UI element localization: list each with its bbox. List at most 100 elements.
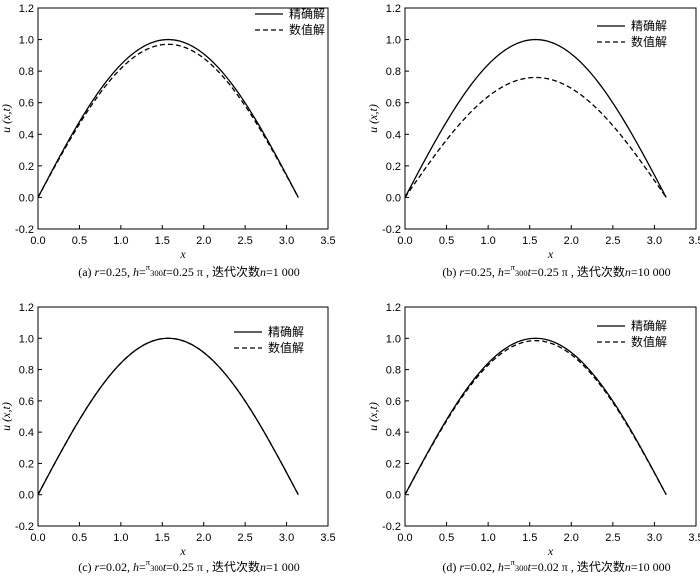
y-tick-label: 1.2 [19, 3, 34, 15]
series-line-numerical [37, 43, 299, 198]
x-axis-label: x [179, 544, 186, 558]
y-tick-label: 0.0 [386, 490, 401, 502]
caption-t-sym: t [163, 265, 167, 279]
y-tick-label: 1.2 [386, 3, 401, 15]
legend-label: 数值解 [631, 34, 667, 49]
caption-label: (b) [442, 265, 459, 279]
x-tick-label: 1.0 [480, 235, 495, 247]
x-tick-label: 0.0 [397, 235, 412, 247]
caption-n-sym: n [625, 560, 631, 574]
x-tick-label: 3.5 [688, 235, 700, 247]
legend-label: 数值解 [631, 334, 667, 349]
y-tick-label: -0.2 [382, 224, 401, 236]
caption-h-sym: h [498, 560, 504, 574]
y-tick-label: 0.0 [19, 192, 34, 204]
caption-h-den: 300 [515, 268, 528, 278]
y-tick-label: -0.2 [382, 521, 401, 533]
x-tick-label: 3.0 [279, 532, 294, 544]
chart-d: 0.00.51.01.52.02.53.03.5-0.20.00.20.40.6… [366, 302, 700, 574]
series-line-numerical [404, 76, 667, 198]
caption-t-sym: t [528, 560, 532, 574]
caption-n-val: =1 000 [266, 265, 300, 279]
caption-h-sym: h [133, 265, 139, 279]
caption-t-val: =0.02 π , [531, 560, 577, 574]
caption-label: (a) [78, 265, 94, 279]
caption-r-sym: r [95, 265, 100, 279]
legend-label: 精确解 [631, 319, 667, 333]
y-tick-label: 0.6 [19, 396, 34, 408]
legend-label: 精确解 [289, 7, 325, 21]
x-axis-label: x [547, 247, 554, 261]
legend-label: 数值解 [289, 22, 325, 37]
caption-h-den: 300 [150, 268, 163, 278]
caption-r-sym: r [459, 265, 464, 279]
plot-frame [37, 306, 329, 527]
caption-n-val: =1 000 [266, 560, 300, 574]
y-tick-label: 0.8 [386, 66, 401, 78]
plot-frame [37, 7, 329, 230]
x-tick-label: 3.0 [647, 532, 662, 544]
caption-r-sym: r [95, 560, 100, 574]
y-tick-label: 0.6 [19, 98, 34, 110]
y-tick-label: 0.0 [19, 490, 34, 502]
caption-r-val: =0.02, [464, 560, 498, 574]
chart-c: 0.0 0.5 1.0 1.5 2.0 2.5 3.0 3.5-0.20.00.20.40.6… [0, 302, 336, 574]
caption-h-num: π [146, 262, 151, 272]
caption-iter-label: 迭代次数 [212, 559, 260, 574]
caption-h-eq: = [504, 560, 511, 574]
y-axis-label: u (x,t) [366, 104, 380, 133]
series-line-exact [37, 38, 299, 198]
x-tick-label: 1.5 [522, 532, 537, 544]
caption-n-val: =10 000 [631, 265, 671, 279]
x-tick-label: 0.5 [439, 235, 454, 247]
x-tick-label: 1.5 [522, 235, 537, 247]
legend-label: 精确解 [268, 325, 304, 339]
y-tick-label: 0.2 [386, 458, 401, 470]
y-tick-label: -0.2 [15, 521, 34, 533]
chart-a: 0.0 0.5 1.0 1.5 2.0 2.5 3.0 3.5-0.20.00.20.40.6… [0, 3, 336, 279]
y-tick-label: 1.2 [386, 302, 401, 314]
subplot-caption: (d) r=0.02, h=π300t=0.02 π , 迭代次数n=10 00… [442, 557, 670, 574]
caption-r-sym: r [459, 560, 464, 574]
caption-h-num: π [511, 557, 516, 567]
series-line-exact [404, 337, 667, 496]
y-tick-label: 1.0 [19, 333, 34, 345]
y-tick-label: 0.8 [19, 365, 34, 377]
caption-r-val: =0.02, [99, 560, 133, 574]
x-tick-label: 0.5 [72, 532, 87, 544]
x-tick-label: 1.0 [480, 532, 495, 544]
caption-n-sym: n [625, 265, 631, 279]
y-tick-label: 1.2 [19, 302, 34, 314]
x-tick-label: 2.0 [564, 235, 579, 247]
caption-label: (d) [442, 560, 459, 574]
caption-n-sym: n [260, 560, 266, 574]
y-tick-label: 0.2 [19, 161, 34, 173]
y-tick-label: -0.2 [15, 224, 34, 236]
y-tick-label: 0.4 [386, 427, 401, 439]
x-tick-label: 3.5 [320, 532, 335, 544]
x-tick-label: 2.0 [564, 532, 579, 544]
x-axis-label: x [179, 247, 186, 261]
y-tick-label: 0.2 [386, 161, 401, 173]
caption-t-val: =0.25 π , [166, 560, 212, 574]
x-tick-label: 1.5 [155, 235, 170, 247]
series-line-numerical [37, 337, 299, 496]
y-tick-label: 1.0 [386, 35, 401, 47]
caption-iter-label: 迭代次数 [212, 264, 260, 279]
caption-t-sym: t [528, 265, 532, 279]
subplot-caption: (a) r=0.25, h=π300t=0.25 π , 迭代次数n=1 000 [78, 262, 300, 279]
caption-h-eq: = [139, 560, 146, 574]
caption-h-eq: = [504, 265, 511, 279]
x-tick-label: 3.0 [279, 235, 294, 247]
x-tick-label: 2.0 [196, 532, 211, 544]
series-line-numerical [404, 339, 667, 496]
caption-h-num: π [146, 557, 151, 567]
x-tick-label: 3.5 [320, 235, 335, 247]
caption-h-den: 300 [150, 563, 163, 573]
caption-h-sym: h [498, 265, 504, 279]
caption-n-val: =10 000 [631, 560, 671, 574]
caption-t-val: =0.25 π , [166, 265, 212, 279]
